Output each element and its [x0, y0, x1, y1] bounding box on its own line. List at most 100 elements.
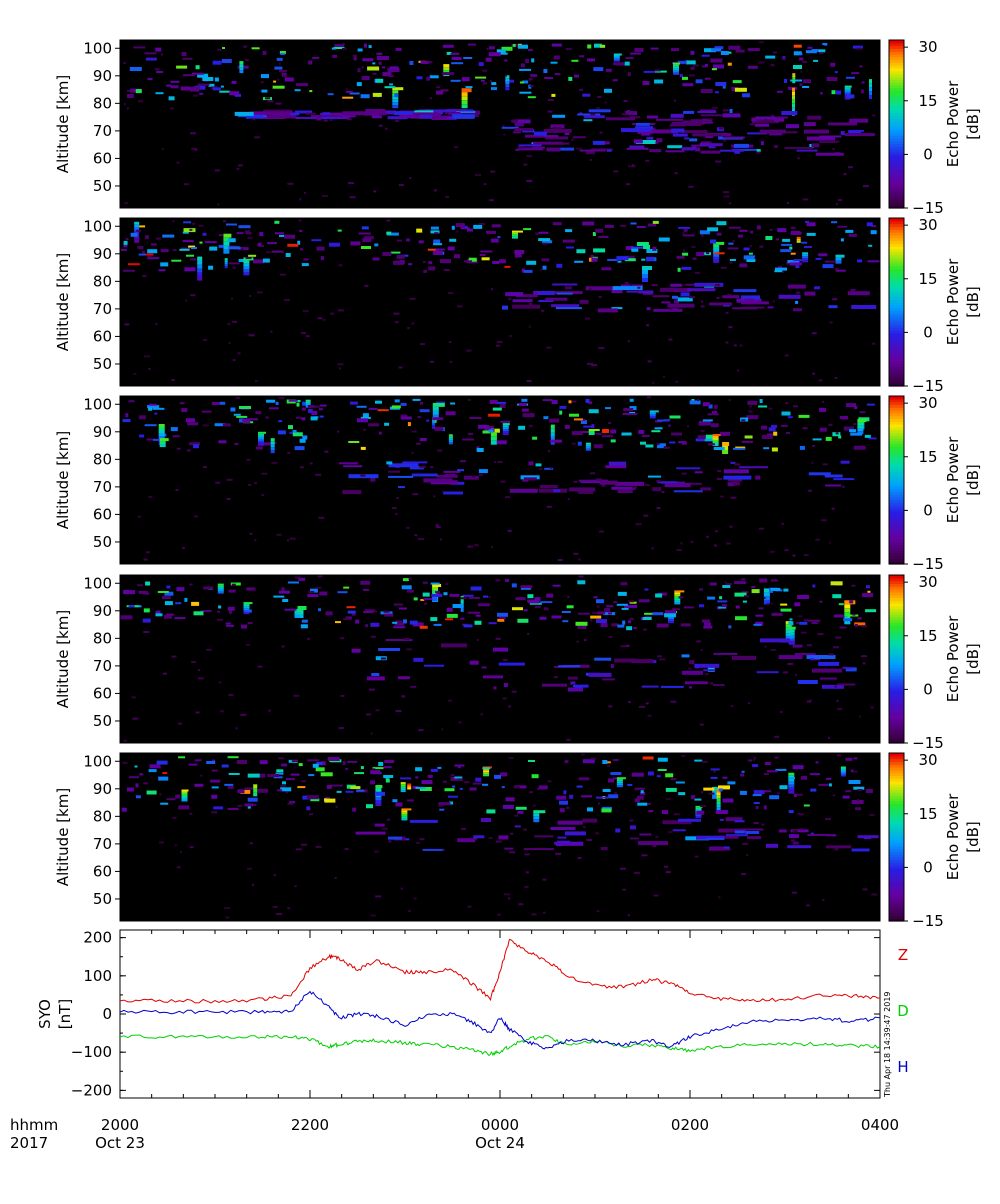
- echo-cell: [617, 591, 627, 596]
- echo-cell: [777, 228, 787, 233]
- y-tick-label: −200: [71, 1081, 112, 1099]
- echo-cell: [460, 227, 470, 230]
- colorbar-step: [889, 814, 904, 818]
- echo-cell: [493, 686, 497, 690]
- noise-cell: [576, 147, 582, 150]
- noise-cell: [784, 354, 789, 357]
- echo-cell: [804, 291, 816, 296]
- echo-cell: [518, 147, 544, 151]
- noise-cell: [804, 619, 809, 622]
- echo-cell: [844, 608, 851, 613]
- echo-cell: [294, 446, 305, 451]
- echo-cell: [806, 232, 816, 236]
- colorbar-step: [889, 918, 904, 922]
- colorbar-step: [889, 547, 904, 551]
- noise-cell: [590, 113, 596, 116]
- colorbar-tick-label: 15: [918, 627, 937, 645]
- echo-cell: [608, 778, 614, 783]
- echo-cell: [362, 238, 372, 243]
- echo-cell: [830, 62, 836, 67]
- colorbar-step: [889, 580, 904, 584]
- echo-cell: [623, 408, 634, 411]
- echo-cell: [741, 578, 746, 581]
- noise-cell: [442, 490, 445, 493]
- echo-cell: [401, 254, 409, 257]
- noise-cell: [628, 165, 630, 168]
- colorbar-step: [889, 817, 904, 821]
- echo-cell: [334, 44, 345, 48]
- echo-cell: [588, 429, 600, 431]
- colorbar-tick-label: 0: [923, 501, 933, 519]
- noise-cell: [592, 612, 598, 614]
- echo-cell: [734, 830, 745, 834]
- echo-cell: [464, 225, 468, 228]
- noise-cell: [495, 637, 501, 640]
- echo-cell: [729, 109, 733, 113]
- echo-cell: [228, 589, 236, 593]
- noise-cell: [143, 355, 150, 358]
- colorbar-step: [889, 775, 904, 779]
- echo-cell: [383, 775, 394, 778]
- noise-cell: [785, 402, 789, 404]
- echo-cell: [583, 115, 605, 119]
- x-tick-label: 0200: [671, 1116, 709, 1134]
- echo-cell: [172, 435, 180, 438]
- echo-cell: [869, 91, 872, 96]
- echo-cell: [613, 601, 618, 604]
- colorbar-step: [889, 449, 904, 453]
- echo-cell: [517, 810, 524, 814]
- echo-cell: [378, 61, 382, 65]
- noise-cell: [580, 626, 583, 629]
- echo-cell: [184, 267, 196, 272]
- echo-cell: [549, 418, 560, 423]
- colorbar-step: [889, 723, 904, 727]
- colorbar-frame: [888, 39, 905, 209]
- echo-cell: [616, 603, 628, 606]
- noise-cell: [231, 297, 234, 300]
- echo-cell: [594, 43, 602, 48]
- noise-cell: [494, 461, 497, 464]
- echo-cell: [187, 422, 199, 426]
- echo-cell: [589, 257, 593, 262]
- echo-cell: [579, 112, 583, 115]
- noise-cell: [375, 709, 380, 712]
- echo-cell: [328, 242, 340, 247]
- echo-cell: [857, 419, 867, 423]
- echo-cell: [194, 783, 204, 787]
- echo-cell: [498, 662, 525, 666]
- noise-cell: [335, 805, 338, 808]
- echo-cell: [629, 825, 636, 830]
- echo-cell: [491, 82, 497, 86]
- noise-cell: [145, 551, 150, 554]
- echo-cell: [543, 416, 549, 420]
- echo-cell: [452, 785, 456, 788]
- echo-cell: [722, 446, 729, 450]
- echo-cell: [375, 788, 382, 791]
- echo-cell: [667, 303, 695, 308]
- echo-cell: [671, 128, 685, 133]
- echo-cell: [336, 790, 342, 793]
- echo-cell: [445, 411, 456, 416]
- noise-cell: [508, 757, 514, 760]
- colorbar-step: [889, 374, 904, 379]
- noise-cell: [244, 58, 249, 61]
- noise-cell: [546, 505, 552, 508]
- echo-cell: [664, 483, 691, 488]
- noise-cell: [768, 407, 773, 410]
- colorbar-step: [889, 862, 904, 866]
- colorbar-step: [889, 107, 904, 111]
- noise-cell: [756, 151, 761, 154]
- noise-cell: [247, 867, 252, 870]
- colorbar-step: [889, 262, 904, 267]
- echo-cell: [446, 613, 458, 618]
- echo-cell: [135, 89, 142, 94]
- y-tick-label: 80: [93, 629, 112, 647]
- echo-cell: [668, 621, 674, 624]
- noise-cell: [643, 628, 647, 631]
- colorbar-step: [889, 318, 904, 323]
- colorbar-step: [889, 346, 904, 351]
- echo-cell: [819, 407, 827, 412]
- y-tick-label: 100: [83, 967, 112, 985]
- noise-cell: [771, 114, 775, 117]
